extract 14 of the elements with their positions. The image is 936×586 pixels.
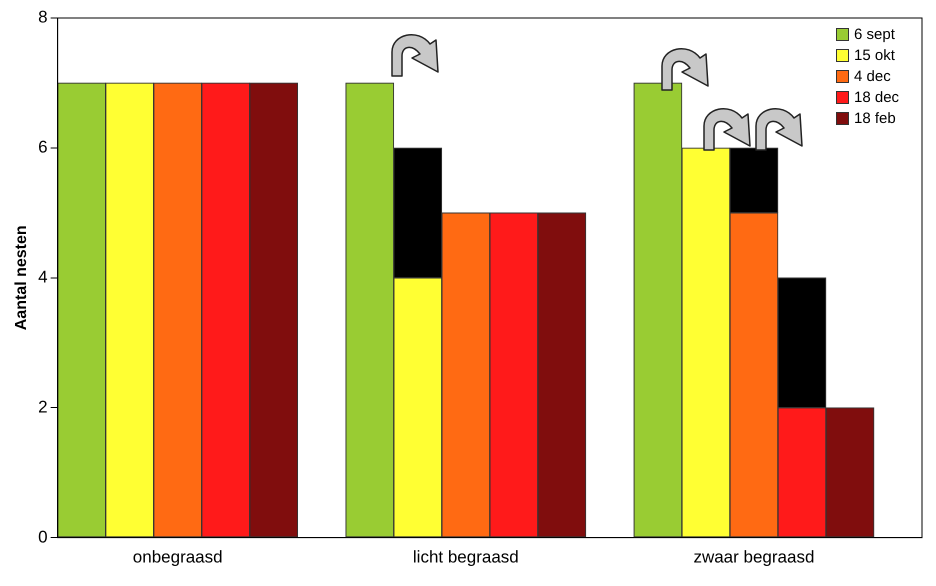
- y-tick-label: 8: [38, 8, 48, 27]
- y-tick-label: 4: [38, 267, 48, 286]
- y-tick-label: 0: [38, 527, 48, 546]
- x-tick-label: onbegraasd: [132, 547, 223, 566]
- x-tick-label: licht begraasd: [412, 547, 519, 566]
- y-tick-label: 6: [38, 138, 48, 157]
- legend-label: 18 feb: [854, 109, 896, 129]
- legend-label: 4 dec: [854, 67, 891, 87]
- legend-label: 15 okt: [854, 46, 895, 66]
- x-tick-label: zwaar begraasd: [693, 547, 814, 566]
- legend-label: 6 sept: [854, 25, 895, 45]
- y-tick-label: 2: [38, 397, 48, 416]
- y-axis-title: Aantal nesten: [13, 225, 30, 330]
- legend-label: 18 dec: [854, 88, 900, 108]
